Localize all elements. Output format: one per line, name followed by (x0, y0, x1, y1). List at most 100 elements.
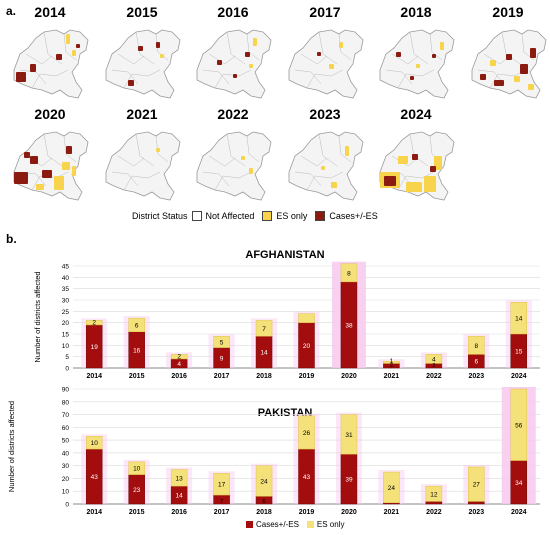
map-2023: 2023 (281, 106, 369, 206)
es-value-label: 8 (347, 270, 351, 277)
cases-district (156, 42, 160, 48)
bar-cases-2022 (425, 501, 443, 505)
bar-es-only-2024 (510, 388, 528, 461)
district-border (397, 171, 435, 191)
x-tick-label: 2023 (469, 509, 485, 516)
district-border (318, 133, 338, 167)
es-only-district (62, 162, 70, 170)
cases-value-label: 6 (475, 359, 479, 366)
x-tick-label: 2021 (384, 509, 400, 516)
y-tick-label: 10 (62, 489, 70, 496)
district-border (135, 31, 155, 65)
es-only-district (72, 166, 76, 176)
es-value-label: 8 (475, 343, 479, 350)
district-map (105, 131, 181, 201)
legend-label-cases: Cases+/-ES (329, 211, 378, 221)
cases-district (42, 170, 52, 178)
cases-value-label: 6 (263, 499, 266, 505)
district-border (429, 33, 443, 61)
es-only-district (321, 166, 325, 170)
district-border (43, 31, 63, 65)
cases-district (530, 48, 536, 58)
chart-legend-label-cases: Cases+/-ES (256, 520, 299, 529)
es-value-label: 2 (177, 353, 181, 360)
y-tick-label: 60 (62, 425, 70, 432)
cases-district (233, 74, 237, 78)
x-tick-label: 2022 (426, 509, 442, 516)
y-tick-label: 45 (62, 264, 70, 271)
es-only-district (440, 42, 444, 50)
cases-district (217, 60, 222, 65)
country-outline (471, 29, 547, 99)
x-tick-label: 2017 (214, 509, 230, 516)
district-border (214, 171, 252, 191)
country-outline (288, 131, 364, 201)
es-value-label: 24 (260, 479, 268, 486)
es-only-district (66, 34, 70, 44)
cases-district (56, 54, 62, 60)
cases-value-label: 4 (177, 361, 181, 368)
es-value-label: 4 (432, 356, 436, 363)
x-tick-label: 2014 (86, 373, 102, 380)
cases-district (432, 54, 436, 58)
es-only-district (249, 168, 253, 174)
district-border (501, 31, 521, 65)
y-tick-label: 10 (62, 343, 70, 350)
cases-district (66, 146, 72, 154)
es-only-district (424, 176, 436, 192)
country-outline (196, 131, 272, 201)
map-2019: 2019 (464, 4, 550, 104)
bar-es-only-2014 (85, 436, 103, 450)
district-border (409, 31, 429, 65)
y-tick-label: 20 (62, 476, 70, 483)
country-outline (13, 131, 89, 201)
map-2015: 2015 (98, 4, 186, 104)
es-only-district (398, 156, 408, 164)
district-border (226, 133, 246, 167)
bar-es-only-2014 (85, 320, 103, 326)
cases-value-label: 34 (515, 480, 523, 487)
cases-district (24, 152, 30, 158)
es-value-label: 5 (220, 339, 224, 346)
cases-district (76, 44, 80, 48)
cases-district (520, 64, 528, 74)
y-tick-label: 40 (62, 275, 70, 282)
district-border (391, 155, 419, 167)
legend-swatch-cases (315, 211, 326, 221)
cases-value-label: 2 (432, 363, 435, 369)
cases-district (480, 74, 486, 80)
district-border (246, 135, 260, 163)
bar-es-only-2018 (255, 320, 273, 337)
es-value-label: 26 (303, 430, 311, 437)
x-tick-label: 2019 (299, 373, 315, 380)
cases-value-label: 14 (176, 493, 184, 500)
chart-legend: Cases+/-ES ES only (238, 520, 344, 529)
es-only-district (54, 176, 64, 190)
es-value-label: 7 (262, 326, 266, 333)
map-2017: 2017 (281, 4, 369, 104)
bar-es-only-2022 (425, 354, 443, 364)
bar-es-only-2024 (510, 302, 528, 335)
es-only-district (434, 156, 442, 170)
bar-es-only-2018 (255, 465, 273, 497)
district-border (135, 133, 155, 167)
legend-label-es-only: ES only (276, 211, 308, 221)
district-border (385, 69, 413, 85)
es-value-label: 14 (515, 316, 523, 323)
bar-es-only-2020 (340, 263, 358, 283)
district-border (300, 155, 328, 167)
y-axis-label: Number of districts affected (33, 271, 42, 362)
x-tick-label: 2015 (129, 373, 145, 380)
x-tick-label: 2021 (384, 373, 400, 380)
cases-value-label: 43 (91, 474, 99, 481)
es-only-district (253, 38, 257, 46)
cases-district (412, 154, 418, 160)
district-border (63, 33, 77, 61)
map-2018: 2018 (372, 4, 460, 104)
bar-es-only-2021 (383, 360, 400, 364)
y-tick-label: 30 (62, 463, 70, 470)
chart-title: AFGHANISTAN (245, 249, 324, 261)
cases-district (396, 52, 401, 57)
y-tick-label: 5 (65, 354, 69, 361)
panel-a-label: a. (6, 4, 17, 18)
